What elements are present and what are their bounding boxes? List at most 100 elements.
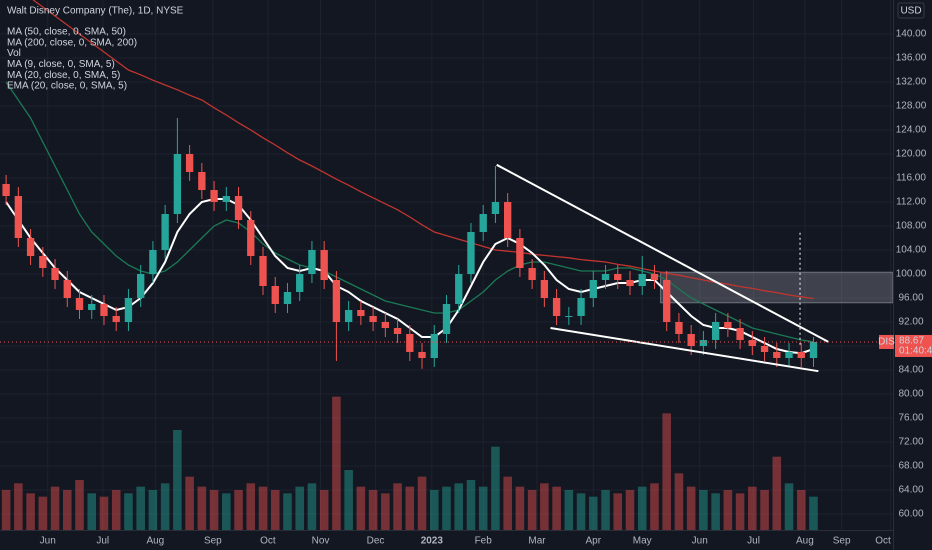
candle-body — [430, 333, 438, 358]
plot — [0, 0, 893, 530]
volume-bar — [637, 486, 647, 530]
candle-body — [528, 267, 536, 280]
candle-body — [736, 327, 744, 340]
currency-box — [897, 2, 925, 19]
y-tick-label: 128.00 — [896, 101, 927, 112]
volume-bar — [270, 490, 280, 530]
x-tick-label: Jul — [747, 536, 760, 547]
volume-bar — [711, 493, 720, 530]
candle-body — [100, 303, 108, 316]
x-tick-label: Aug — [796, 536, 814, 547]
candle-body — [406, 333, 414, 352]
candle-body — [479, 214, 487, 233]
volume-bar — [38, 496, 48, 530]
y-tick-label: 76.00 — [898, 413, 923, 424]
currency: USD — [900, 6, 921, 17]
volume-bar — [540, 483, 549, 530]
volume-bar — [552, 486, 561, 530]
ma-line — [32, 0, 814, 300]
candle-body — [650, 273, 659, 280]
candle-body — [638, 273, 646, 286]
candle-body — [63, 279, 71, 298]
volume-bar — [393, 483, 402, 530]
y-tick-label: 72.00 — [898, 437, 923, 448]
volume-bar — [650, 483, 659, 530]
volume-bar — [246, 483, 256, 530]
volume-bar — [515, 486, 525, 530]
trendline — [496, 163, 829, 343]
candle-body — [185, 154, 194, 173]
volume-bar — [674, 473, 684, 530]
volume-bar — [197, 486, 207, 530]
candle-body — [760, 345, 769, 352]
countdown: 01:40:40 — [899, 346, 932, 357]
volume-bar — [564, 490, 574, 530]
candle-body — [234, 196, 243, 221]
candle-body — [773, 351, 781, 358]
candle-body — [675, 321, 683, 334]
volume-bar — [589, 496, 598, 530]
candle-body — [308, 250, 316, 274]
candle-body — [455, 273, 463, 304]
volume-bar — [527, 490, 537, 530]
volume-bar — [454, 483, 464, 530]
candle-body — [711, 321, 720, 340]
y-tick-label: 132.00 — [896, 77, 927, 88]
candle-body — [332, 279, 341, 322]
candle-body — [552, 297, 561, 316]
candle-body — [88, 303, 96, 310]
x-tick-label: 2023 — [421, 536, 444, 547]
volume-bar — [1, 490, 11, 530]
volume-bar — [699, 490, 708, 530]
y-tick-label: 108.00 — [896, 221, 927, 232]
volume-bar — [173, 430, 182, 530]
legend: MA (50, close, 0, SMA, 50)MA (200, close… — [7, 27, 137, 92]
y-tick-label: 120.00 — [896, 149, 927, 160]
legend-entry: Vol — [7, 48, 21, 59]
candle-body — [222, 196, 230, 203]
candle-body — [26, 238, 35, 257]
volume-bar — [809, 496, 818, 530]
candle-body — [393, 327, 402, 334]
candle-body — [271, 285, 279, 304]
y-tick-label: 64.00 — [898, 485, 923, 496]
candle-body — [198, 172, 206, 191]
candle-body — [491, 202, 500, 215]
y-tick-label: 100.00 — [896, 269, 927, 280]
volume-bar — [368, 490, 378, 530]
candle-body — [39, 256, 47, 268]
y-tick-label: 140.00 — [896, 29, 927, 40]
symbol-box — [879, 334, 894, 349]
x-tick-label: Oct — [260, 536, 276, 547]
x-tick-label: Jul — [96, 536, 109, 547]
x-tick-label: Apr — [586, 536, 602, 547]
x-tick-label: Dec — [367, 536, 385, 547]
y-tick-label: 92.00 — [898, 317, 923, 328]
y-tick-label: 60.00 — [898, 509, 923, 520]
volume-bar — [99, 496, 109, 530]
volume-bar — [417, 476, 427, 530]
volume-bar — [478, 486, 488, 530]
volume-bar — [332, 396, 341, 530]
candle-body — [785, 351, 793, 358]
candle-body — [577, 297, 585, 316]
candle-body — [503, 202, 512, 239]
volume-bar — [601, 490, 610, 530]
y-tick-label: 116.00 — [896, 173, 926, 184]
volume-bar — [723, 490, 733, 530]
volume-bar — [258, 486, 268, 530]
volume-bar — [784, 483, 794, 530]
x-tick-label: Jun — [40, 536, 56, 547]
volume-bar — [429, 490, 439, 530]
candle-body — [467, 232, 475, 274]
candle-body — [14, 196, 23, 239]
candle-body — [259, 256, 267, 286]
candle-body — [699, 339, 708, 346]
candle-body — [173, 154, 182, 215]
volume-bar — [796, 490, 806, 530]
legend-entry: EMA (20, close, 0, SMA, 5) — [7, 81, 127, 92]
volume-bar — [442, 486, 451, 530]
volume-bar — [381, 493, 390, 530]
legend-entry: MA (50, close, 0, SMA, 50) — [7, 27, 126, 38]
